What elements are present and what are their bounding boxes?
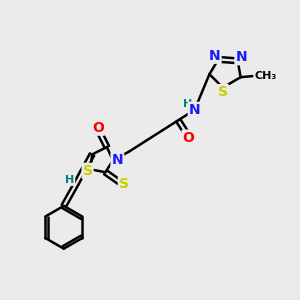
- Text: N: N: [189, 103, 200, 117]
- Text: O: O: [92, 121, 104, 135]
- Text: O: O: [183, 130, 194, 145]
- Text: N: N: [112, 153, 123, 167]
- Text: CH₃: CH₃: [254, 71, 276, 81]
- Text: H: H: [65, 175, 74, 185]
- Text: S: S: [119, 177, 129, 191]
- Text: S: S: [82, 164, 93, 178]
- Text: S: S: [218, 85, 228, 99]
- Text: N: N: [236, 50, 247, 64]
- Text: H: H: [182, 99, 192, 109]
- Text: N: N: [209, 49, 220, 63]
